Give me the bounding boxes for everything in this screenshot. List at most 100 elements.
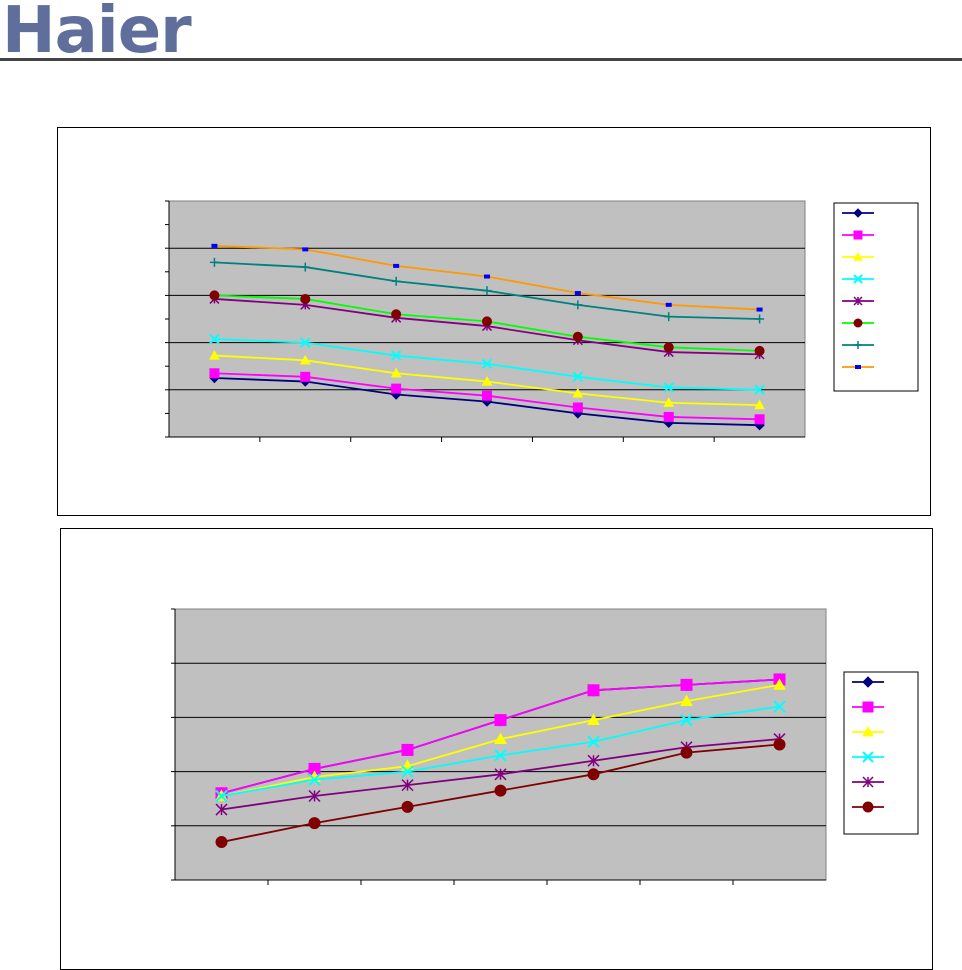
legend-item <box>852 801 884 813</box>
line-chart-2 <box>171 608 919 885</box>
data-point <box>773 678 786 690</box>
data-point <box>401 765 414 778</box>
data-point <box>754 414 765 425</box>
data-point <box>300 262 310 272</box>
data-point <box>663 382 674 393</box>
legend-item <box>842 341 874 349</box>
axes <box>171 608 826 885</box>
axes <box>165 200 805 442</box>
data-point <box>209 350 220 360</box>
data-point <box>680 746 693 759</box>
data-point <box>587 735 600 748</box>
data-point <box>391 309 402 320</box>
chart-panel-2 <box>60 528 933 970</box>
series-8 <box>211 243 763 312</box>
data-point <box>401 743 414 756</box>
data-point <box>215 803 228 816</box>
data-point <box>665 302 672 307</box>
data-point <box>209 290 220 301</box>
legend-marker <box>853 296 863 306</box>
plot-area <box>174 608 827 881</box>
legend-marker <box>853 230 863 240</box>
legend-item <box>842 230 874 240</box>
data-point <box>209 368 220 379</box>
legend <box>843 671 919 835</box>
data-point <box>390 367 402 378</box>
legend-item <box>852 776 884 788</box>
legend-marker <box>862 776 874 788</box>
legend-marker <box>862 725 874 737</box>
data-point <box>680 694 693 707</box>
data-point <box>773 738 786 751</box>
data-point <box>572 387 584 398</box>
legend-item <box>852 751 884 763</box>
legend-marker <box>854 341 862 349</box>
data-point <box>300 337 311 348</box>
legend-marker <box>862 751 874 763</box>
haier-logo: Haier <box>2 0 192 68</box>
data-point <box>773 700 786 713</box>
data-point <box>482 390 492 401</box>
legend-marker <box>862 801 874 813</box>
data-point <box>494 749 507 762</box>
data-point <box>680 678 693 691</box>
line-chart-1 <box>165 200 919 442</box>
legend-marker <box>853 274 863 284</box>
legend-item <box>842 208 874 218</box>
legend-item <box>852 701 884 713</box>
data-point <box>572 371 584 383</box>
data-point <box>572 331 583 342</box>
data-point <box>754 384 765 396</box>
data-point <box>401 800 414 813</box>
data-point <box>754 345 765 356</box>
series-4 <box>215 700 786 803</box>
data-point <box>754 399 765 410</box>
data-point <box>587 684 600 697</box>
data-point <box>482 286 492 296</box>
data-point <box>481 376 493 386</box>
data-point <box>300 293 311 304</box>
legend-marker <box>853 208 863 218</box>
gridlines <box>169 247 805 391</box>
data-point <box>574 291 581 296</box>
data-point <box>308 817 321 830</box>
series-6 <box>215 738 786 849</box>
data-point <box>664 312 674 322</box>
legend-item <box>842 296 874 306</box>
chart-panel-1 <box>57 127 931 516</box>
series-2 <box>209 368 765 425</box>
data-point <box>587 713 600 726</box>
legend-box <box>843 671 919 835</box>
legend-box <box>833 202 919 392</box>
data-point <box>587 768 600 781</box>
data-point <box>300 371 311 382</box>
legend-item <box>842 365 874 369</box>
data-point <box>215 789 228 803</box>
header-rule <box>0 58 962 61</box>
data-point <box>484 274 490 279</box>
legend-item <box>852 676 884 688</box>
series-6 <box>209 290 765 356</box>
data-point <box>302 247 309 252</box>
data-point <box>663 411 674 422</box>
data-point <box>401 779 414 792</box>
legend <box>833 202 919 392</box>
legend-marker <box>862 701 874 713</box>
data-point <box>680 713 693 727</box>
data-point <box>482 316 492 327</box>
data-point <box>211 243 218 248</box>
data-point <box>663 342 674 353</box>
data-point <box>494 714 507 727</box>
data-point <box>393 263 400 268</box>
data-point <box>209 333 220 345</box>
data-point <box>308 789 321 803</box>
data-point <box>494 768 507 781</box>
series-4 <box>209 333 765 396</box>
data-point <box>209 257 219 267</box>
data-point <box>299 354 311 365</box>
data-point <box>494 784 507 797</box>
data-point <box>308 773 321 786</box>
data-point <box>663 397 675 407</box>
data-point <box>573 300 583 310</box>
data-point <box>391 276 401 286</box>
